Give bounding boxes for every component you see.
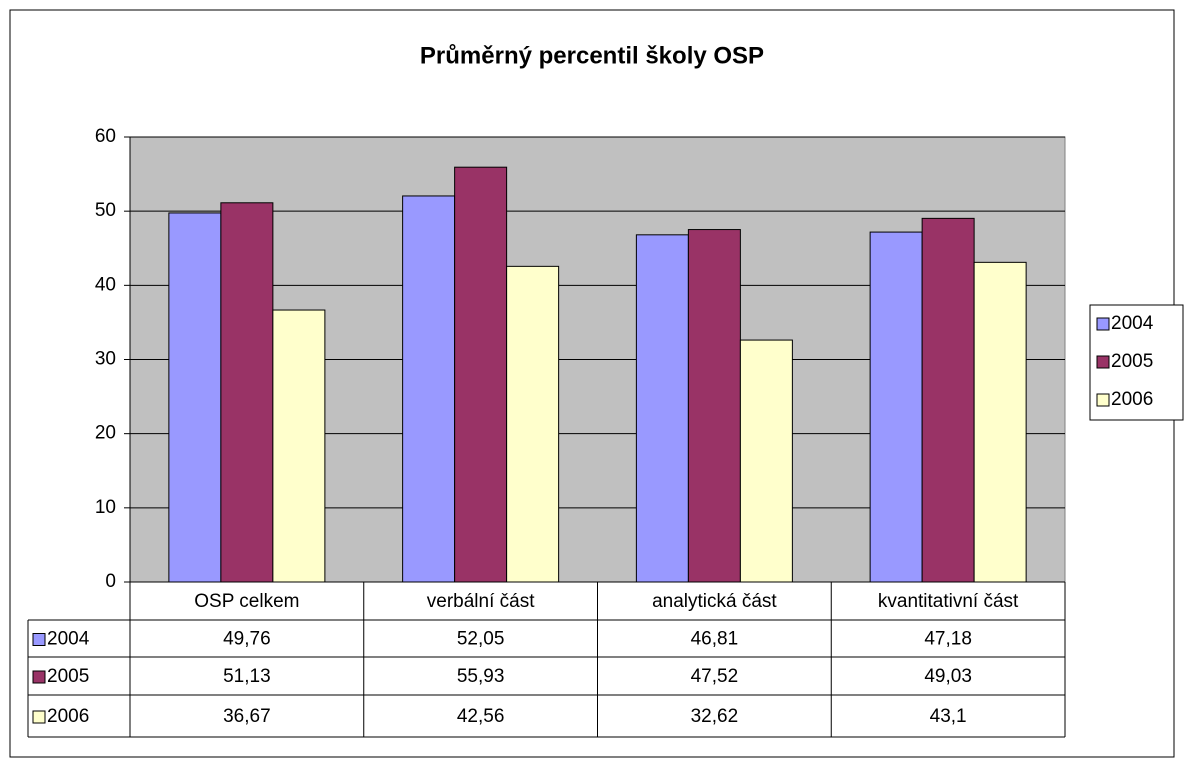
bar bbox=[220, 202, 274, 583]
legend-label: 2005 bbox=[1111, 351, 1153, 372]
legend-label: 2006 bbox=[1111, 389, 1153, 410]
y-tick-label: 10 bbox=[95, 497, 116, 518]
x-tick-label: kvantitativní část bbox=[878, 591, 1019, 612]
table-value: 43,1 bbox=[930, 706, 967, 727]
y-tick-label: 20 bbox=[95, 423, 116, 444]
table-value: 55,93 bbox=[457, 666, 505, 687]
bar bbox=[869, 231, 923, 583]
bar bbox=[506, 265, 560, 583]
bar bbox=[687, 229, 741, 583]
x-tick-label: analytická část bbox=[652, 591, 777, 612]
legend-key bbox=[1096, 317, 1110, 331]
table-value: 49,03 bbox=[924, 666, 972, 687]
legend-label: 2004 bbox=[1111, 313, 1154, 334]
bar bbox=[272, 309, 326, 583]
table-value: 49,76 bbox=[223, 629, 271, 650]
table-value: 36,67 bbox=[223, 706, 271, 727]
x-tick-label: OSP celkem bbox=[194, 591, 299, 612]
bar bbox=[402, 195, 456, 583]
table-value: 47,52 bbox=[691, 666, 739, 687]
table-value: 47,18 bbox=[924, 629, 972, 650]
y-tick-label: 0 bbox=[105, 571, 116, 592]
table-key bbox=[32, 710, 46, 724]
bar bbox=[739, 339, 793, 583]
table-key bbox=[32, 633, 46, 646]
table-value: 46,81 bbox=[691, 629, 739, 650]
table-value: 52,05 bbox=[457, 629, 505, 650]
bar bbox=[635, 234, 689, 583]
y-tick-label: 30 bbox=[95, 349, 116, 370]
y-tick-label: 40 bbox=[95, 274, 116, 295]
table-value: 32,62 bbox=[691, 706, 739, 727]
table-series-label: 2006 bbox=[47, 706, 89, 727]
table-value: 51,13 bbox=[223, 666, 271, 687]
y-tick-label: 50 bbox=[95, 200, 116, 221]
bar bbox=[454, 166, 508, 583]
legend-key bbox=[1096, 393, 1110, 407]
table-series-label: 2004 bbox=[47, 629, 90, 650]
legend-key bbox=[1096, 355, 1110, 369]
x-tick-label: verbální část bbox=[427, 591, 535, 612]
y-tick-label: 60 bbox=[95, 126, 116, 147]
bar bbox=[168, 212, 222, 583]
table-value: 42,56 bbox=[457, 706, 505, 727]
table-key bbox=[32, 670, 46, 684]
table-series-label: 2005 bbox=[47, 666, 89, 687]
bar bbox=[973, 261, 1027, 583]
chart-title: Průměrný percentil školy OSP bbox=[420, 42, 764, 69]
bar bbox=[921, 217, 975, 583]
